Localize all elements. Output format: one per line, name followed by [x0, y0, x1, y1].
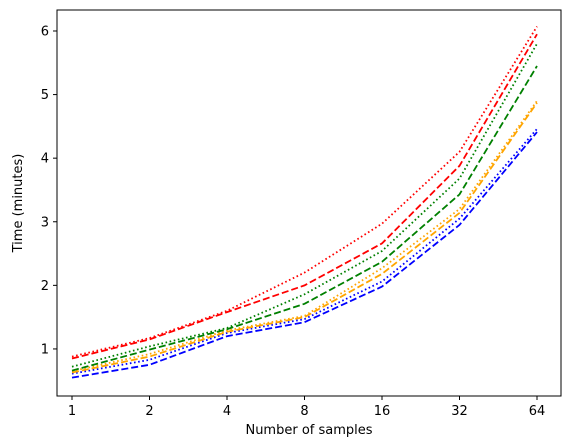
plot-frame — [56, 9, 562, 397]
y-axis-title: Time (minutes) — [11, 154, 26, 254]
y-tick-label: 3 — [41, 215, 49, 230]
x-tick-label: 4 — [223, 404, 231, 419]
x-tick-label: 16 — [374, 404, 391, 419]
series-line-8 — [71, 26, 538, 358]
x-axis-title: Number of samples — [245, 423, 372, 438]
series-line-5 — [71, 65, 538, 372]
series-line-1 — [71, 131, 538, 379]
series-line-7 — [71, 33, 538, 360]
x-tick-label: 1 — [68, 404, 76, 419]
y-axis-ticks: 1 2 3 4 5 6 — [41, 24, 57, 357]
x-axis-ticks: 1 2 4 8 16 32 64 — [68, 396, 545, 419]
series-line-4 — [71, 100, 538, 373]
y-tick-label: 5 — [41, 88, 49, 103]
series-layer — [71, 26, 538, 379]
x-tick-label: 32 — [451, 404, 468, 419]
series-line-2 — [71, 128, 538, 375]
x-tick-label: 8 — [300, 404, 308, 419]
y-tick-label: 2 — [41, 279, 49, 294]
x-tick-label: 64 — [529, 404, 546, 419]
y-tick-label: 4 — [41, 152, 49, 167]
y-tick-label: 6 — [41, 24, 49, 39]
series-line-6 — [71, 43, 538, 368]
series-line-3 — [71, 102, 538, 374]
x-tick-label: 2 — [145, 404, 153, 419]
y-tick-label: 1 — [41, 342, 49, 357]
